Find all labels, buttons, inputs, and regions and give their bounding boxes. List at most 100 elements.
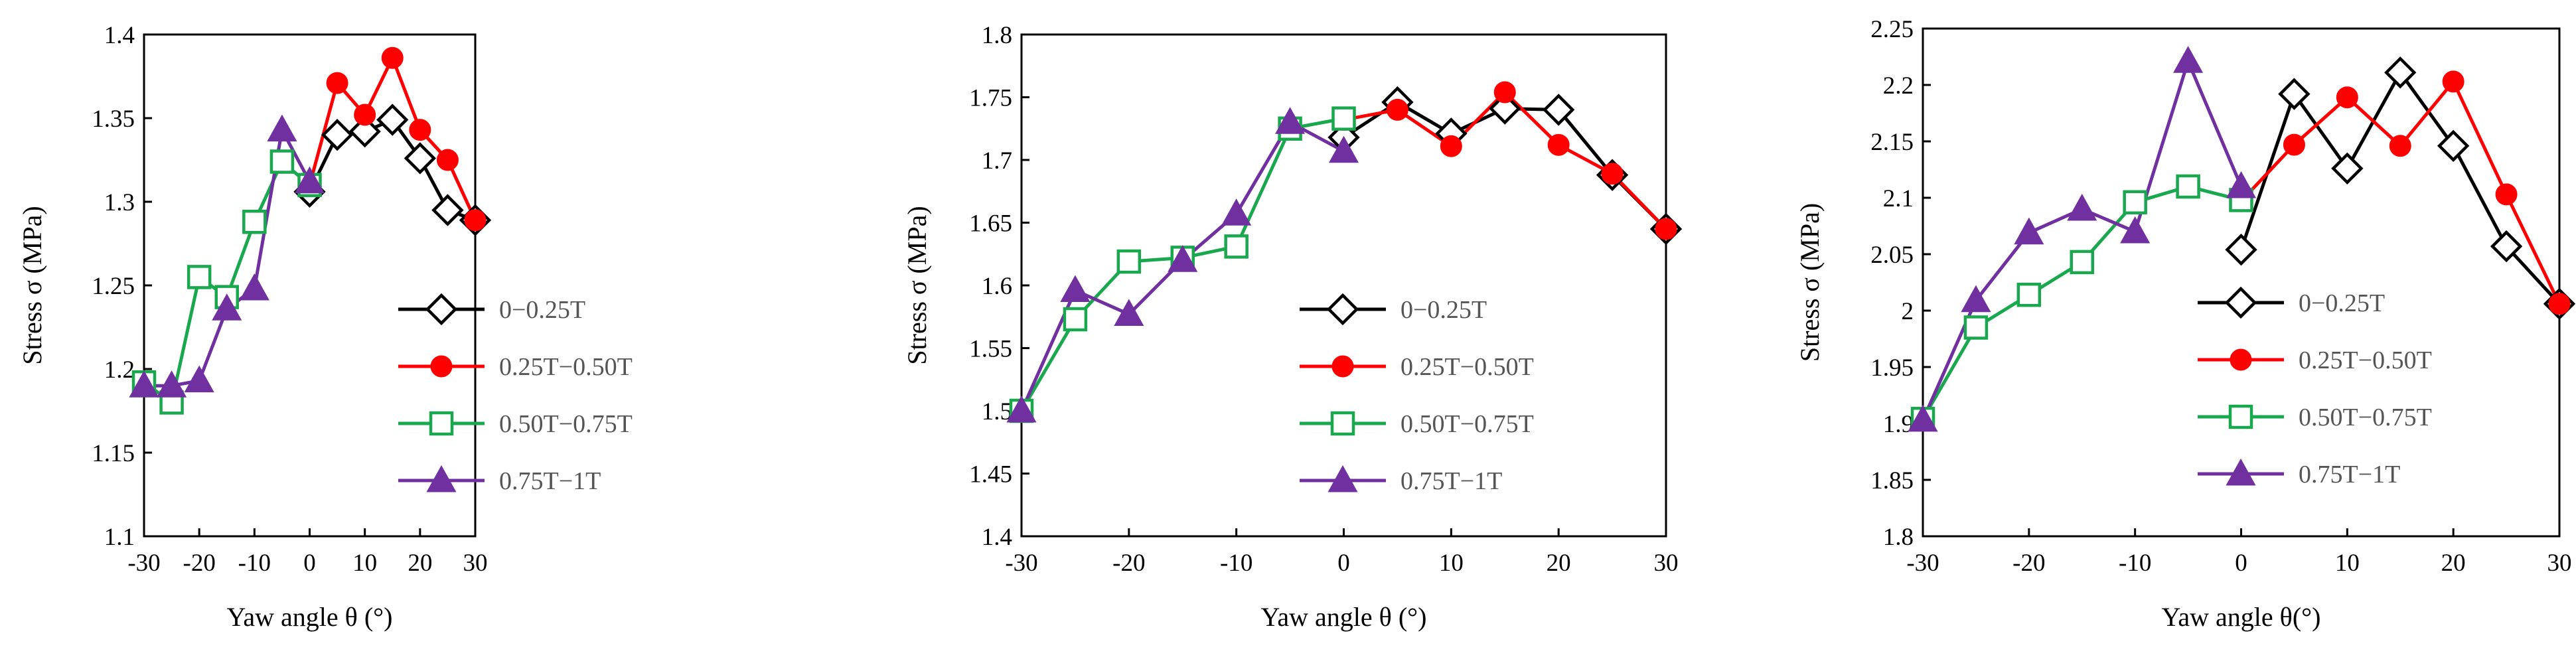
x-axis-label: Yaw angle θ (°)	[227, 602, 393, 632]
y-tick-label: 1.9	[1883, 411, 1914, 438]
data-point-s4	[129, 370, 159, 398]
legend-label: 0.25T−0.50T	[499, 353, 633, 381]
y-tick-label: 1.85	[1870, 467, 1914, 494]
legend-marker	[2228, 404, 2253, 429]
y-tick-label: 1.8	[1883, 524, 1914, 551]
data-point-s4	[2173, 46, 2204, 73]
x-tick-label: 0	[303, 550, 316, 577]
legend-label: 0−0.25T	[2299, 289, 2385, 317]
y-tick-label: 2.15	[1870, 129, 1914, 156]
legend-label: 0.25T−0.50T	[1401, 353, 1534, 381]
y-tick-label: 1.7	[982, 147, 1012, 175]
y-axis-label: Stress σ (MPa)	[902, 206, 932, 364]
x-tick-label: -20	[183, 550, 216, 577]
y-tick-label: 1.35	[92, 106, 135, 133]
data-point-s4	[1961, 285, 1991, 313]
y-tick-label: 1.5	[982, 398, 1012, 425]
series-line-4	[1921, 59, 2243, 421]
y-tick-label: 2.1	[1883, 185, 1914, 212]
chart-3: 1.8 1.85 1.9 1.95 2 2.05 2.1 2.15 2.2 2.25 -30 -20 -…	[1795, 16, 2576, 632]
data-point-s4	[1168, 245, 1198, 272]
y-tick-label: 1.4	[982, 524, 1012, 551]
series-line-3	[143, 160, 311, 404]
data-point-s1	[2384, 56, 2417, 89]
data-point-s1	[1489, 92, 1521, 125]
data-point-s2	[1655, 218, 1677, 240]
x-tick-label: 0	[2235, 550, 2247, 577]
data-point-s4	[239, 273, 269, 301]
y-tick-label: 1.15	[92, 440, 135, 467]
data-point-s3	[2176, 174, 2200, 199]
data-point-s4	[184, 365, 214, 393]
legend-label: 0.50T−0.75T	[499, 410, 633, 438]
y-tick-label: 1.6	[982, 273, 1012, 300]
x-axis-label: Yaw angle θ (°)	[1261, 602, 1427, 632]
legend-label: 0.75T−1T	[499, 467, 601, 495]
data-point-s4	[212, 293, 242, 321]
x-tick-label: 10	[2335, 550, 2360, 577]
x-tick-label: -30	[1906, 550, 1939, 577]
legend-marker	[2230, 348, 2252, 371]
y-tick-label: 1.3	[104, 189, 135, 216]
data-point-s4	[294, 166, 325, 194]
data-point-s4	[2120, 216, 2151, 244]
data-point-s4	[1006, 395, 1037, 423]
x-tick-label: 30	[2547, 550, 2572, 577]
data-point-s4	[1060, 275, 1091, 303]
y-tick-label: 1.55	[969, 336, 1012, 363]
data-point-s1	[376, 104, 409, 136]
data-point-s4	[2226, 171, 2257, 198]
legend-label: 0.50T−0.75T	[2299, 404, 2432, 431]
legend: 0−0.25T 0.25T−0.50T 0.50T−0.75T 0.75T−1T	[398, 293, 633, 495]
y-tick-label: 2.25	[1870, 16, 1914, 43]
data-point-s3	[2123, 190, 2147, 215]
data-point-s1	[2331, 152, 2364, 185]
data-point-s1	[1542, 94, 1575, 126]
data-point-s1	[2490, 230, 2523, 263]
x-axis-label: Yaw angle θ(°)	[2162, 602, 2321, 632]
data-point-s3	[1063, 307, 1088, 332]
x-tick-label: 0	[1337, 550, 1350, 577]
legend-marker	[430, 355, 453, 378]
data-point-s4	[157, 370, 187, 398]
legend-marker	[429, 411, 454, 436]
data-point-s3	[269, 149, 295, 174]
legend-label: 0.25T−0.50T	[2299, 346, 2432, 374]
y-axis-label: Stress σ (MPa)	[1795, 203, 1825, 362]
y-tick-label: 1.65	[969, 210, 1012, 238]
data-point-s2	[354, 104, 376, 126]
data-point-s3	[2070, 250, 2094, 275]
data-point-s3	[1116, 249, 1142, 274]
data-point-s2	[1547, 133, 1570, 156]
data-point-s2	[2283, 133, 2305, 156]
data-point-s4	[2014, 217, 2044, 245]
data-point-s3	[242, 209, 267, 234]
y-tick-label: 1.95	[1870, 354, 1914, 382]
chart-1: 1.1 1.15 1.2 1.25 1.3 1.35 1.4 -30 -20 -10 0 10 20 30…	[17, 22, 633, 632]
data-point-s2	[2548, 293, 2571, 315]
x-tick-label: -20	[2012, 550, 2045, 577]
data-point-s3	[2016, 282, 2042, 307]
legend-marker	[2226, 458, 2256, 486]
legend-marker	[1327, 465, 1358, 492]
data-point-s4	[1221, 198, 1252, 226]
y-tick-label: 2.05	[1870, 242, 1914, 269]
data-point-s2	[381, 46, 404, 69]
x-tick-label: -10	[238, 550, 271, 577]
data-point-s2	[2389, 135, 2411, 157]
y-tick-label: 1.25	[92, 273, 135, 300]
data-point-s2	[2495, 183, 2518, 206]
data-point-s1	[348, 115, 381, 148]
legend-marker	[1331, 355, 1354, 378]
legend: 0−0.25T 0.25T−0.50T 0.50T−0.75T 0.75T−1T	[1300, 293, 1534, 495]
y-tick-label: 1.1	[104, 524, 135, 551]
x-tick-label: 20	[1547, 550, 1571, 577]
data-point-s2	[326, 72, 348, 94]
data-point-s4	[1328, 135, 1359, 163]
y-tick-label: 1.8	[982, 22, 1012, 49]
y-tick-label: 2	[1902, 298, 1914, 325]
legend-marker	[426, 465, 457, 492]
legend-label: 0−0.25T	[1401, 296, 1487, 324]
data-point-s4	[1275, 107, 1306, 134]
